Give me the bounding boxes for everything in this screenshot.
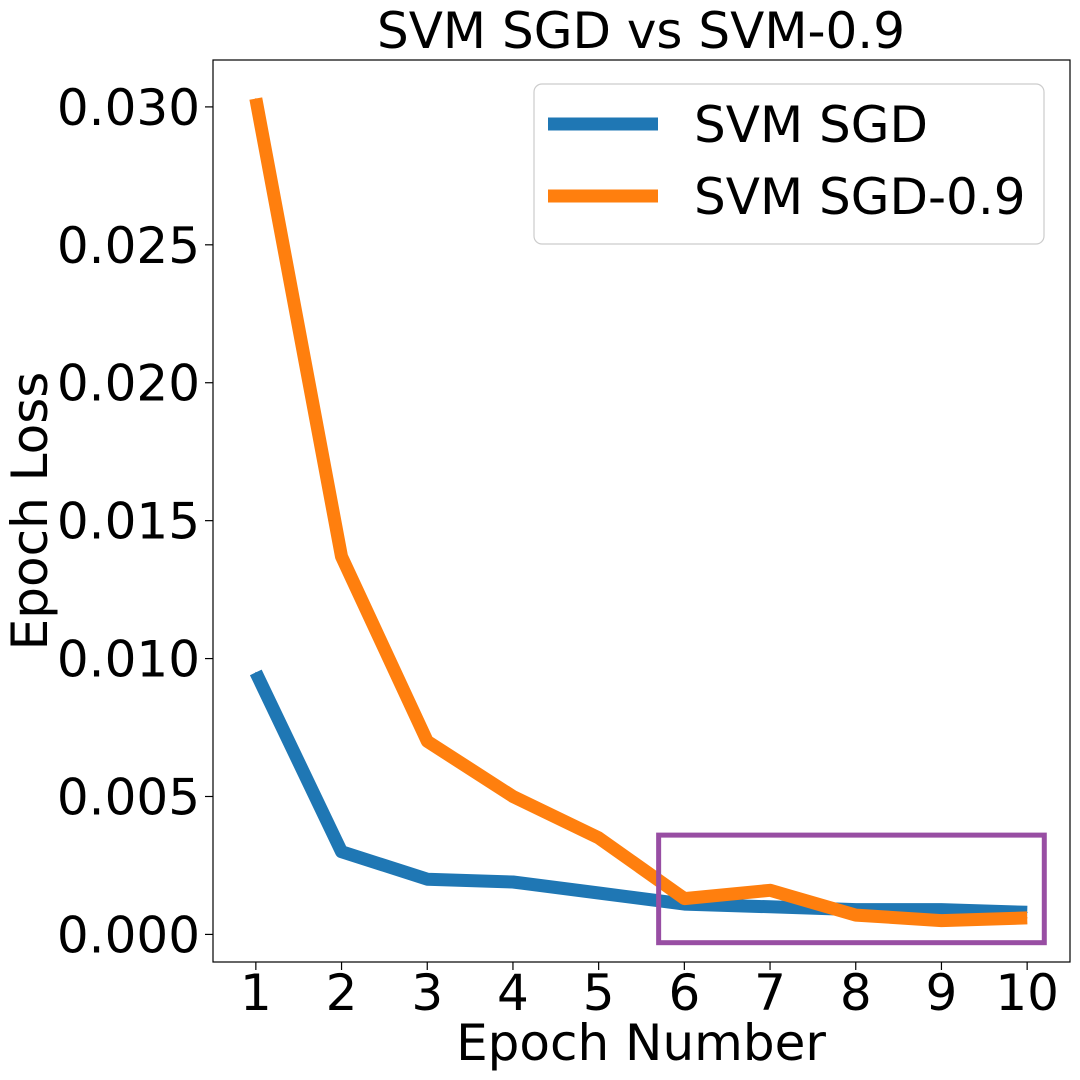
y-tick-label: 0.025 xyxy=(57,217,200,275)
legend: SVM SGD SVM SGD-0.9 xyxy=(533,83,1045,245)
data-point-1-7 xyxy=(769,906,771,908)
data-point-2-1 xyxy=(255,98,257,100)
x-axis-label: Epoch Number xyxy=(456,1014,826,1072)
data-point-1-1 xyxy=(255,671,257,673)
data-point-2-3 xyxy=(426,740,428,742)
plot-area xyxy=(249,97,1047,946)
x-tick-label: 6 xyxy=(668,964,700,1022)
y-tick-label: 0.010 xyxy=(57,631,200,689)
data-point-2-7 xyxy=(769,889,771,891)
data-point-2-4 xyxy=(512,795,514,797)
y-tick-label: 0.000 xyxy=(57,906,200,964)
series-line-1 xyxy=(249,669,1028,919)
data-point-2-10 xyxy=(1026,917,1028,919)
legend-label-2: SVM SGD-0.9 xyxy=(694,168,1026,226)
y-tick-label: 0.015 xyxy=(57,493,200,551)
data-point-2-6 xyxy=(683,898,685,900)
highlight-box xyxy=(656,832,1047,946)
series-line-2 xyxy=(249,97,1028,928)
x-axis: 1 2 3 4 5 6 7 8 9 10 xyxy=(240,962,1059,1022)
legend-frame xyxy=(533,83,1045,245)
y-tick-label: 0.020 xyxy=(57,355,200,413)
data-point-1-5 xyxy=(598,892,600,894)
y-axis-label: Epoch Loss xyxy=(1,372,59,651)
x-tick-label: 9 xyxy=(926,964,958,1022)
data-point-2-2 xyxy=(341,556,343,558)
y-tick-label: 0.030 xyxy=(57,79,200,137)
y-axis: 0.000 0.005 0.010 0.015 0.020 0.025 0.030 xyxy=(57,79,213,964)
x-tick-label: 7 xyxy=(754,964,786,1022)
axes-frame xyxy=(212,59,1071,963)
x-tick-label: 2 xyxy=(326,964,358,1022)
legend-label-1: SVM SGD xyxy=(694,96,928,154)
data-point-1-4 xyxy=(512,881,514,883)
data-point-1-3 xyxy=(426,878,428,880)
data-point-1-9 xyxy=(940,909,942,911)
data-point-1-2 xyxy=(341,851,343,853)
data-point-2-9 xyxy=(940,920,942,922)
y-tick-label: 0.005 xyxy=(57,768,200,826)
x-tick-label: 1 xyxy=(240,964,272,1022)
x-tick-label: 8 xyxy=(840,964,872,1022)
x-tick-label: 5 xyxy=(583,964,615,1022)
x-tick-label: 10 xyxy=(995,964,1059,1022)
chart-title: SVM SGD vs SVM-0.9 xyxy=(377,2,905,60)
data-point-2-8 xyxy=(855,914,857,916)
data-point-2-5 xyxy=(598,837,600,839)
x-tick-label: 3 xyxy=(411,964,443,1022)
x-tick-label: 4 xyxy=(497,964,529,1022)
